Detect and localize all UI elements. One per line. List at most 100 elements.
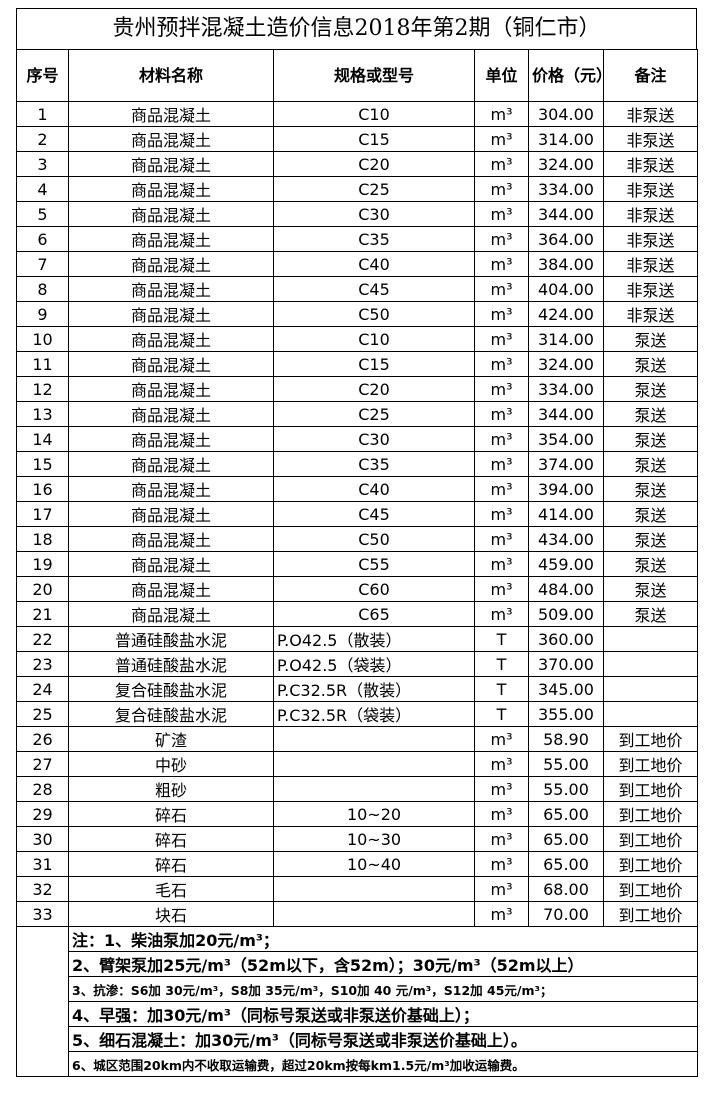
table-cell: 14 xyxy=(16,426,69,452)
table-cell: m³ xyxy=(474,301,529,327)
table-cell: 394.00 xyxy=(528,476,604,502)
table-cell: C10 xyxy=(273,326,475,352)
note-row: 注：1、柴油泵加20元/m³； xyxy=(16,926,698,1077)
table-cell: C10 xyxy=(273,101,475,127)
table-cell: 33 xyxy=(16,901,69,927)
table-cell: 商品混凝土 xyxy=(68,126,274,152)
table-cell: m³ xyxy=(474,901,529,927)
table-row: 9 商品混凝土 C50 m³ 424.00 非泵送 xyxy=(16,301,698,327)
table-cell: 商品混凝土 xyxy=(68,551,274,577)
table-cell: C30 xyxy=(273,426,475,452)
table-cell: 55.00 xyxy=(528,751,604,777)
table-cell: 18 xyxy=(16,526,69,552)
table-cell: 非泵送 xyxy=(603,201,698,227)
header-cell: 规格或型号 xyxy=(273,49,475,102)
table-cell: 商品混凝土 xyxy=(68,526,274,552)
table-cell: C50 xyxy=(273,526,475,552)
table-cell: m³ xyxy=(474,551,529,577)
table-row: 12 商品混凝土 C20 m³ 334.00 泵送 xyxy=(16,376,698,402)
table-cell: 块石 xyxy=(68,901,274,927)
table-cell: 普通硅酸盐水泥 xyxy=(68,626,274,652)
table-cell: 509.00 xyxy=(528,601,604,627)
empty-cell xyxy=(273,751,475,777)
table-cell: 68.00 xyxy=(528,876,604,902)
table-cell: C40 xyxy=(273,476,475,502)
table-cell: 碎石 xyxy=(68,826,274,852)
table-row: 32 毛石 m³ 68.00 到工地价 xyxy=(16,876,698,902)
table-cell: 32 xyxy=(16,876,69,902)
table-cell: 粗砂 xyxy=(68,776,274,802)
table-cell: 10 xyxy=(16,326,69,352)
table-cell: 到工地价 xyxy=(603,776,698,802)
table-cell: 2 xyxy=(16,126,69,152)
table-cell: 到工地价 xyxy=(603,801,698,827)
table-cell: 314.00 xyxy=(528,326,604,352)
table-cell: C30 xyxy=(273,201,475,227)
table-cell: 384.00 xyxy=(528,251,604,277)
table-cell: 商品混凝土 xyxy=(68,451,274,477)
table-cell: 17 xyxy=(16,501,69,527)
table-row: 15 商品混凝土 C35 m³ 374.00 泵送 xyxy=(16,451,698,477)
table-cell: 360.00 xyxy=(528,626,604,652)
table-cell: m³ xyxy=(474,201,529,227)
table-row: 4 商品混凝土 C25 m³ 334.00 非泵送 xyxy=(16,176,698,202)
note: 3、抗渗：S6加 30元/m³，S8加 35元/m³，S10加 40 元/m³，… xyxy=(68,976,698,1002)
table-row: 23 普通硅酸盐水泥 P.O42.5（袋装） T 370.00 xyxy=(16,651,698,677)
table-cell: 泵送 xyxy=(603,376,698,402)
table-cell: P.O42.5（散装） xyxy=(273,626,475,652)
table-cell: C20 xyxy=(273,376,475,402)
table-row: 11 商品混凝土 C15 m³ 324.00 泵送 xyxy=(16,351,698,377)
table-cell: C25 xyxy=(273,176,475,202)
table-cell: m³ xyxy=(474,601,529,627)
table-cell: 到工地价 xyxy=(603,851,698,877)
table-row: 25 复合硅酸盐水泥 P.C32.5R（袋装） T 355.00 xyxy=(16,701,698,727)
table-cell: 商品混凝土 xyxy=(68,201,274,227)
table-cell: 65.00 xyxy=(528,851,604,877)
table-cell: 商品混凝土 xyxy=(68,226,274,252)
empty-cell xyxy=(603,651,698,677)
table-cell: 毛石 xyxy=(68,876,274,902)
table-cell: 25 xyxy=(16,701,69,727)
table-cell: 4 xyxy=(16,176,69,202)
table-cell: 26 xyxy=(16,726,69,752)
table-cell: C15 xyxy=(273,126,475,152)
table-cell: 28 xyxy=(16,776,69,802)
table-cell: 商品混凝土 xyxy=(68,326,274,352)
table-cell: 碎石 xyxy=(68,851,274,877)
table-cell: 泵送 xyxy=(603,601,698,627)
table-cell: m³ xyxy=(474,326,529,352)
note: 2、臂架泵加25元/m³（52m以下，含52m）；30元/m³（52m以上） xyxy=(68,951,698,977)
table-cell: 370.00 xyxy=(528,651,604,677)
table-cell: C15 xyxy=(273,351,475,377)
table-cell: 344.00 xyxy=(528,401,604,427)
table-cell: C45 xyxy=(273,501,475,527)
table-cell: 泵送 xyxy=(603,426,698,452)
table-cell: 泵送 xyxy=(603,526,698,552)
table-row: 26 矿渣 m³ 58.90 到工地价 xyxy=(16,726,698,752)
table-cell: 6 xyxy=(16,226,69,252)
table-cell: m³ xyxy=(474,501,529,527)
table-cell: C45 xyxy=(273,276,475,302)
table-row: 33 块石 m³ 70.00 到工地价 xyxy=(16,901,698,927)
empty-cell xyxy=(603,701,698,727)
table-cell: 商品混凝土 xyxy=(68,351,274,377)
table-cell: 商品混凝土 xyxy=(68,276,274,302)
table-row: 14 商品混凝土 C30 m³ 354.00 泵送 xyxy=(16,426,698,452)
table-cell: m³ xyxy=(474,751,529,777)
table-row: 18 商品混凝土 C50 m³ 434.00 泵送 xyxy=(16,526,698,552)
table-row: 24 复合硅酸盐水泥 P.C32.5R（散装） T 345.00 xyxy=(16,676,698,702)
table-row: 5 商品混凝土 C30 m³ 344.00 非泵送 xyxy=(16,201,698,227)
table-cell: 31 xyxy=(16,851,69,877)
header-cell: 序号 xyxy=(16,49,69,102)
table-row: 1 商品混凝土 C10 m³ 304.00 非泵送 xyxy=(16,101,698,127)
table-cell: 泵送 xyxy=(603,451,698,477)
note-row: 6、城区范围20km内不收取运输费，超过20km按每km1.5元/m³加收运输费… xyxy=(17,1051,698,1077)
table-cell: C55 xyxy=(273,551,475,577)
table-cell: 354.00 xyxy=(528,426,604,452)
table-cell: 非泵送 xyxy=(603,301,698,327)
table-cell: 27 xyxy=(16,751,69,777)
table-cell: 非泵送 xyxy=(603,101,698,127)
table-cell: m³ xyxy=(474,176,529,202)
